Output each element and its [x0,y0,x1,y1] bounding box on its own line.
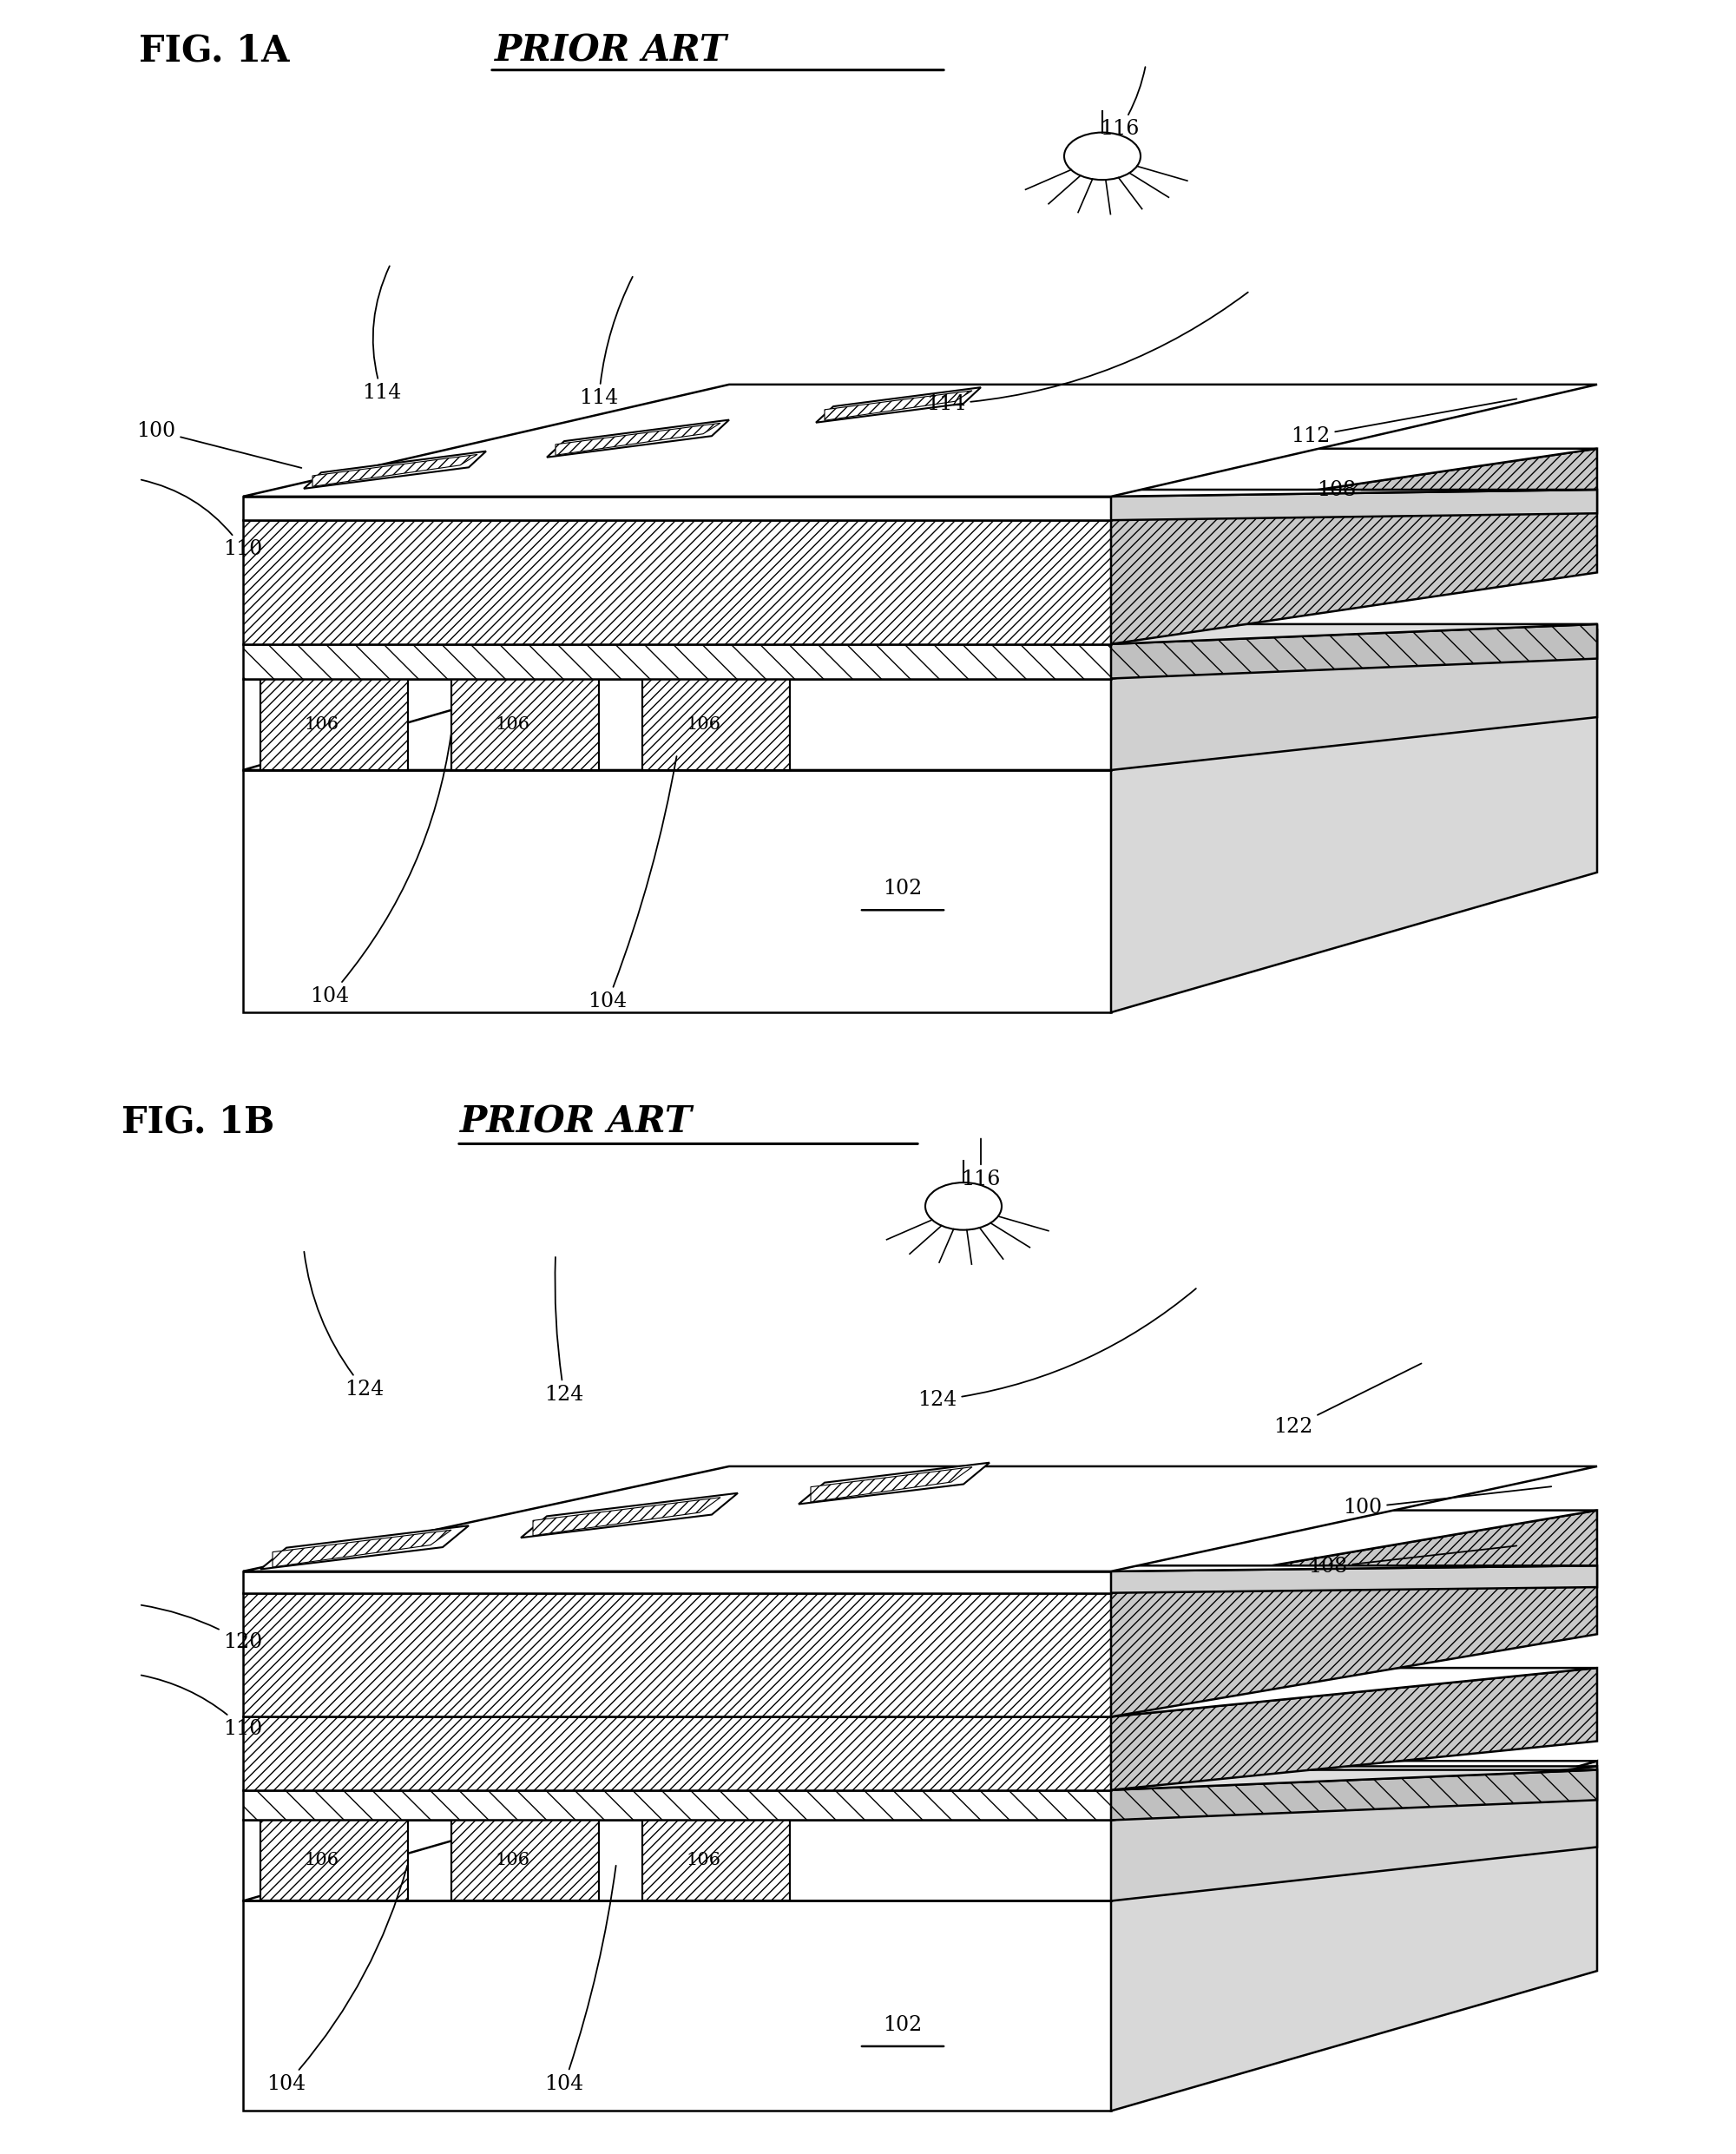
Polygon shape [304,450,486,489]
Polygon shape [1111,629,1597,1012]
Text: 104: 104 [589,756,677,1012]
Polygon shape [243,489,1597,495]
Polygon shape [243,1510,1597,1594]
Text: 110: 110 [141,480,262,560]
Text: 124: 124 [918,1288,1196,1411]
Polygon shape [260,1820,408,1900]
Polygon shape [642,1820,790,1900]
Polygon shape [816,388,981,422]
Text: 116: 116 [1101,67,1146,140]
Polygon shape [243,1900,1111,2111]
Text: PRIOR ART: PRIOR ART [460,1103,693,1139]
Polygon shape [243,644,1111,679]
Text: 106: 106 [495,715,529,732]
Polygon shape [243,1771,1597,1790]
Polygon shape [1111,625,1597,679]
Text: 106: 106 [686,715,720,732]
Text: 116: 116 [962,1139,1000,1189]
Polygon shape [243,1594,1111,1717]
Polygon shape [273,1529,451,1568]
Polygon shape [1111,448,1597,644]
Polygon shape [1111,1771,1597,1820]
Text: 114: 114 [927,293,1248,414]
Polygon shape [547,420,729,457]
Text: 100: 100 [137,420,302,467]
Text: 124: 124 [545,1258,583,1404]
Text: 104: 104 [311,735,451,1006]
Polygon shape [243,625,1597,679]
Text: 100: 100 [1344,1486,1552,1519]
Polygon shape [243,495,1111,519]
Polygon shape [451,679,599,769]
Polygon shape [1111,625,1597,769]
Text: 112: 112 [1292,398,1517,446]
Polygon shape [1111,1667,1597,1790]
Polygon shape [642,679,790,769]
Text: 106: 106 [495,1852,529,1870]
Text: FIG. 1A: FIG. 1A [139,32,290,69]
Polygon shape [1111,1510,1597,1717]
Polygon shape [243,1566,1597,1572]
Polygon shape [260,1525,469,1570]
Polygon shape [243,1572,1111,1594]
Polygon shape [243,1762,1597,1900]
Text: 124: 124 [304,1251,384,1400]
Text: 104: 104 [267,1865,408,2094]
Text: FIG. 1B: FIG. 1B [122,1103,274,1139]
Circle shape [925,1183,1002,1230]
Polygon shape [243,629,1597,769]
Text: 106: 106 [304,1852,339,1870]
Text: 108: 108 [1318,480,1509,500]
Text: 122: 122 [1274,1363,1422,1437]
Polygon shape [451,1820,599,1900]
Text: 120: 120 [141,1605,262,1652]
Polygon shape [1111,1766,1597,1900]
Text: 106: 106 [304,715,339,732]
Polygon shape [243,1717,1111,1790]
Polygon shape [243,1790,1111,1820]
Polygon shape [1111,1762,1597,2111]
Polygon shape [312,454,477,487]
Circle shape [1064,131,1141,181]
Text: 106: 106 [686,1852,720,1870]
Polygon shape [243,769,1111,1012]
Text: 102: 102 [884,879,922,898]
Polygon shape [243,1667,1597,1717]
Polygon shape [243,625,1597,644]
Polygon shape [1111,489,1597,519]
Polygon shape [243,1766,1597,1820]
Text: PRIOR ART: PRIOR ART [495,32,727,69]
Polygon shape [556,422,720,454]
Polygon shape [243,1467,1597,1572]
Polygon shape [811,1467,972,1501]
Polygon shape [533,1497,720,1536]
Text: 102: 102 [884,2014,922,2036]
Polygon shape [799,1463,990,1503]
Polygon shape [243,383,1597,495]
Polygon shape [243,519,1111,644]
Text: 114: 114 [363,267,401,403]
Text: 110: 110 [141,1676,262,1738]
Text: 114: 114 [580,278,632,409]
Polygon shape [243,448,1597,519]
Polygon shape [1111,1566,1597,1594]
Text: 108: 108 [1309,1547,1517,1577]
Polygon shape [825,390,972,420]
Polygon shape [260,679,408,769]
Polygon shape [521,1493,738,1538]
Text: 104: 104 [545,1865,616,2094]
